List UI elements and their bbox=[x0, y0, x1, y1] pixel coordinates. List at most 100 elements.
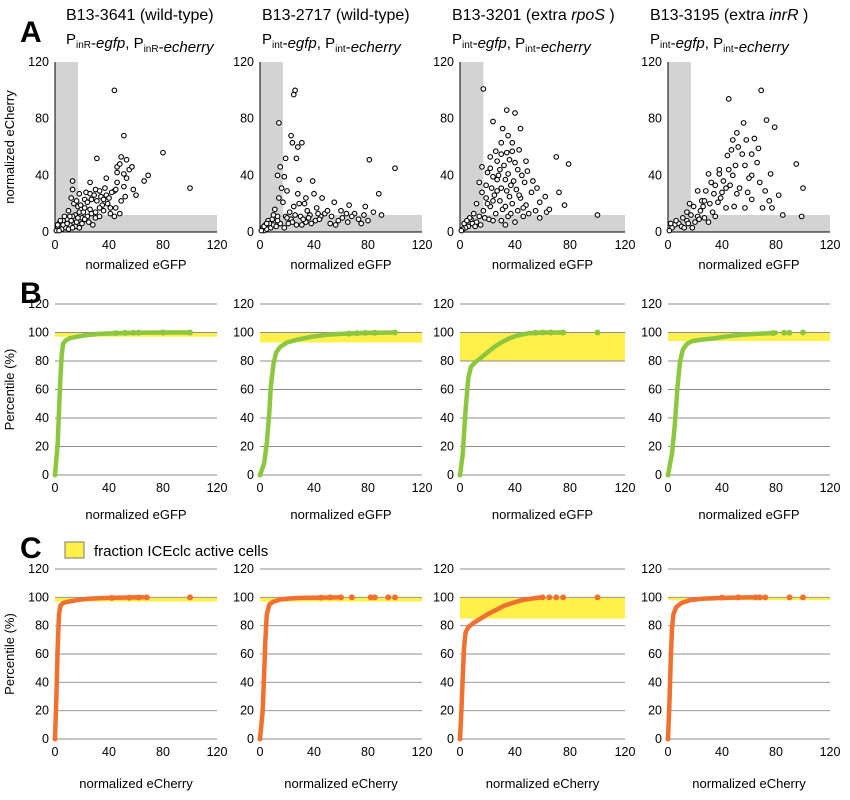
curve-point bbox=[553, 594, 560, 601]
x-axis-label: normalized eCherry bbox=[486, 776, 600, 791]
x-tick-label: 40 bbox=[102, 481, 116, 495]
curve-point bbox=[532, 329, 539, 336]
scatter-point bbox=[263, 220, 270, 227]
curve-point bbox=[371, 594, 378, 601]
x-tick-label: 40 bbox=[307, 745, 321, 759]
cumulative-curve bbox=[457, 595, 545, 742]
scatter-point bbox=[87, 206, 93, 213]
scatter-point bbox=[561, 202, 568, 208]
scatter-point bbox=[348, 213, 355, 220]
scatter-point bbox=[100, 196, 107, 203]
scatter-point bbox=[301, 200, 308, 207]
scatter-point bbox=[120, 171, 127, 177]
y-tick-label: 80 bbox=[240, 619, 254, 633]
scatter-point bbox=[69, 178, 76, 184]
scatter-point bbox=[755, 145, 762, 152]
scatter-point bbox=[729, 172, 736, 179]
threshold-band-vertical bbox=[260, 62, 283, 232]
scatter-point bbox=[492, 148, 499, 155]
scatter-point bbox=[290, 203, 297, 210]
y-tick-label: 40 bbox=[648, 675, 662, 689]
panel-letter-b: B bbox=[20, 277, 42, 310]
y-tick-label: 100 bbox=[28, 326, 49, 340]
scatter-point bbox=[79, 220, 85, 227]
subplot-b-2: 0 20 40 60 80 100 120 0 40 80 120 normalized eGFP bbox=[233, 297, 432, 522]
scatter-point bbox=[705, 171, 712, 177]
subplot-c-2: 0 20 40 60 80 100 120 0 40 80 120 normalized eCherr… bbox=[233, 562, 432, 791]
scatter-point bbox=[104, 200, 111, 207]
scatter-point bbox=[689, 224, 696, 231]
y-tick-label: 80 bbox=[440, 619, 454, 633]
scatter-point bbox=[530, 178, 536, 184]
scatter-point bbox=[487, 154, 494, 160]
y-tick-label: 60 bbox=[35, 647, 49, 661]
scatter-point bbox=[473, 200, 480, 207]
scatter-point bbox=[536, 214, 543, 221]
scatter-point bbox=[506, 193, 513, 200]
scatter-point bbox=[300, 216, 307, 223]
scatter-point bbox=[476, 179, 483, 186]
y-tick-label: 20 bbox=[240, 440, 254, 454]
subplot-a-1: 0 40 80 120 0 40 80 120 normalized eGFP normalize… bbox=[2, 55, 227, 272]
x-tick-label: 40 bbox=[715, 745, 729, 759]
scatter-point bbox=[66, 213, 73, 220]
scatter-point bbox=[756, 179, 763, 186]
curve-point bbox=[781, 329, 788, 336]
scatter-point bbox=[293, 222, 300, 228]
scatter-point bbox=[800, 185, 806, 191]
curve-point bbox=[52, 472, 58, 478]
scatter-point bbox=[673, 217, 679, 224]
scatter-point bbox=[122, 193, 129, 200]
y-tick-label: 60 bbox=[648, 383, 662, 397]
scatter-point bbox=[96, 205, 103, 211]
scatter-point bbox=[733, 190, 740, 197]
y-tick-label: 80 bbox=[35, 619, 49, 633]
x-axis-label: normalized eCherry bbox=[284, 776, 398, 791]
y-tick-label: 80 bbox=[440, 354, 454, 368]
scatter-point bbox=[766, 197, 773, 204]
scatter-point bbox=[107, 210, 114, 217]
x-tick-label: 80 bbox=[361, 481, 375, 495]
scatter-point bbox=[497, 197, 503, 204]
y-tick-label: 120 bbox=[28, 562, 49, 576]
curve-point bbox=[348, 594, 355, 601]
scatter-point bbox=[497, 166, 503, 173]
y-tick-label: 120 bbox=[28, 297, 49, 311]
scatter-point bbox=[281, 173, 288, 180]
threshold-band-vertical bbox=[55, 62, 78, 232]
scatter-point bbox=[510, 178, 517, 184]
scatter-point bbox=[501, 162, 507, 169]
scatter-point bbox=[556, 189, 562, 196]
scatter-point bbox=[692, 219, 698, 225]
scatter-point bbox=[717, 195, 724, 201]
scatter-point bbox=[111, 213, 118, 220]
x-axis-label: normalized eGFP bbox=[290, 257, 391, 272]
threshold-band-vertical bbox=[668, 62, 691, 232]
x-tick-label: 80 bbox=[769, 481, 783, 495]
curve-point bbox=[762, 594, 769, 601]
x-tick-label: 40 bbox=[508, 481, 522, 495]
scatter-point bbox=[771, 124, 778, 131]
x-tick-label: 120 bbox=[412, 481, 433, 495]
scatter-point bbox=[316, 216, 323, 223]
y-tick-label: 40 bbox=[648, 168, 662, 182]
y-tick-label: 40 bbox=[35, 168, 49, 182]
y-tick-label: 100 bbox=[641, 326, 662, 340]
x-tick-label: 40 bbox=[715, 481, 729, 495]
x-axis-label: normalized eGFP bbox=[492, 507, 593, 522]
curve-point bbox=[594, 329, 601, 336]
y-tick-label: 20 bbox=[648, 440, 662, 454]
y-tick-label: 120 bbox=[641, 55, 662, 69]
x-axis-label: normalized eCherry bbox=[692, 776, 806, 791]
x-tick-label: 80 bbox=[361, 745, 375, 759]
scatter-point bbox=[546, 206, 553, 213]
y-tick-label: 80 bbox=[440, 112, 454, 126]
scatter-point bbox=[732, 162, 739, 169]
scatter-point bbox=[520, 205, 527, 211]
curve-point bbox=[257, 472, 263, 478]
y-tick-label: 80 bbox=[35, 112, 49, 126]
y-tick-label: 0 bbox=[247, 225, 254, 239]
scatter-point bbox=[740, 120, 747, 126]
curve-point bbox=[135, 329, 142, 336]
